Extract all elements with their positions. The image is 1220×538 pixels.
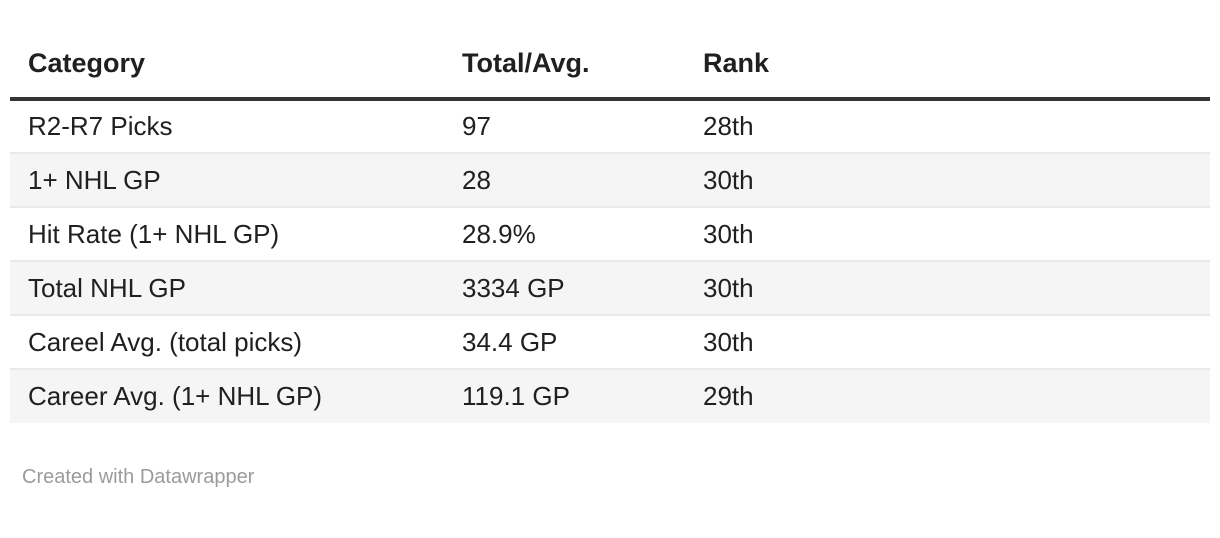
row-category-cell: R2-R7 Picks — [28, 111, 173, 141]
datawrapper-link[interactable]: Datawrapper — [139, 466, 255, 488]
row-rank-cell: 30th — [685, 314, 1210, 369]
table-row: Hit Rate (1+ NHL GP) 28.9% 30th — [10, 206, 1210, 261]
row-rank-cell: 29th — [685, 368, 1210, 423]
row-rank-cell: 30th — [685, 152, 1210, 207]
row-category-cell: Hit Rate (1+ NHL GP) — [10, 206, 444, 261]
row-value-cell: 34.4 GP — [444, 314, 685, 369]
table-row: Total NHL GP 3334 GP 30th — [10, 260, 1210, 315]
table-row: Career Avg. (1+ NHL GP) 119.1 GP 29th — [10, 368, 1210, 423]
table-row: Careel Avg. (total picks) 34.4 GP 30th — [10, 314, 1210, 369]
row-value-cell: 97 — [462, 111, 491, 141]
column-header-category: Category — [10, 38, 444, 101]
table-row: R2-R7 Picks 97 28th — [10, 99, 1210, 153]
row-category-cell: 1+ NHL GP — [10, 152, 444, 207]
column-header-rank: Rank — [685, 38, 1210, 101]
row-value-cell: 28 — [444, 152, 685, 207]
table-row: 1+ NHL GP 28 30th — [10, 152, 1210, 207]
row-value-cell: 119.1 GP — [444, 368, 685, 423]
row-rank-cell: 30th — [685, 260, 1210, 315]
row-category-cell: Career Avg. (1+ NHL GP) — [10, 368, 444, 423]
row-rank-cell: 28th — [703, 111, 754, 141]
table-header-row: Category Total/Avg. Rank — [10, 38, 1210, 101]
attribution-text: Created with — [22, 466, 140, 488]
stats-table: Category Total/Avg. Rank R2-R7 Picks 97 28… — [10, 38, 1210, 423]
row-rank-cell: 30th — [685, 206, 1210, 261]
row-category-cell: Total NHL GP — [10, 260, 444, 315]
row-value-cell: 3334 GP — [444, 260, 685, 315]
row-category-cell: Careel Avg. (total picks) — [10, 314, 444, 369]
datawrapper-table-chart: Category Total/Avg. Rank R2-R7 Picks 97 28… — [0, 38, 1220, 489]
attribution: Created with Datawrapper — [22, 465, 1210, 489]
column-header-total-avg: Total/Avg. — [444, 38, 685, 101]
row-value-cell: 28.9% — [444, 206, 685, 261]
